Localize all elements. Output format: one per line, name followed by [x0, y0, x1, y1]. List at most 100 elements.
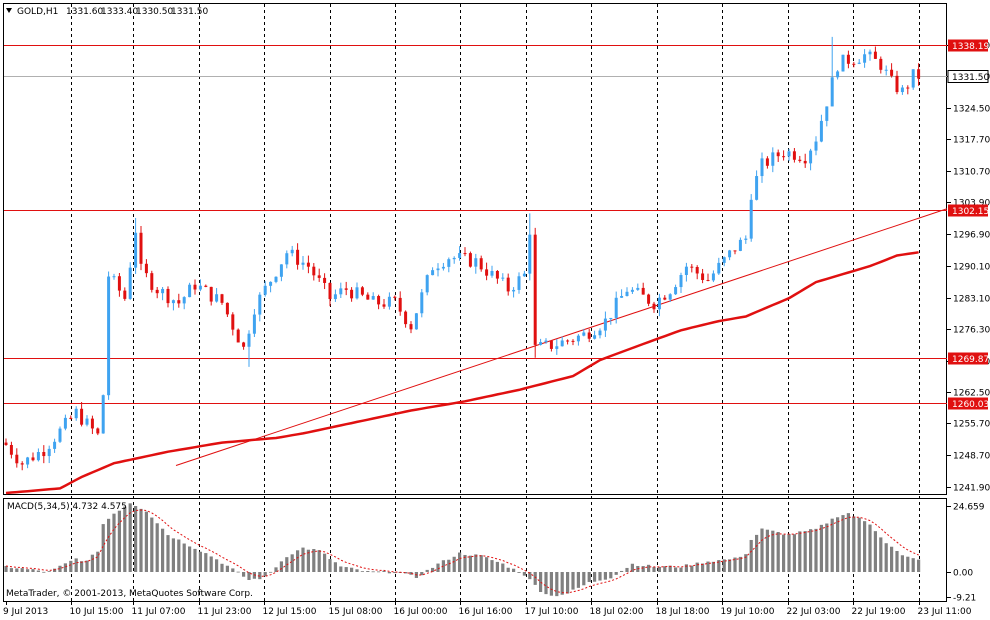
candle-body — [247, 333, 251, 347]
candle-body — [431, 270, 435, 276]
current-price-label: 1331.50 — [952, 73, 989, 83]
candle-body — [798, 159, 802, 161]
horizontal-levels — [4, 45, 947, 404]
candle-body — [614, 297, 618, 318]
candle-body — [744, 238, 748, 240]
macd-bar — [598, 572, 602, 581]
candle-body — [625, 291, 629, 296]
copyright: MetaTrader, © 2001-2013, MetaQuotes Soft… — [6, 589, 253, 599]
macd-bar — [641, 566, 645, 572]
moving-average-line — [5, 251, 919, 495]
macd-bar — [458, 552, 462, 572]
symbol-menu-icon[interactable] — [6, 8, 12, 13]
macd-bar — [269, 571, 273, 573]
candle-body — [182, 297, 186, 304]
macd-bar — [825, 523, 829, 572]
candle-body — [506, 277, 510, 292]
candle-body — [139, 232, 143, 264]
macd-bar — [231, 568, 235, 572]
macd-bar — [490, 560, 494, 572]
candle-body — [285, 253, 289, 265]
macd-bar — [436, 563, 440, 572]
candle-body — [171, 300, 175, 304]
candle-body — [252, 314, 256, 334]
candle-body — [587, 332, 591, 339]
macd-bar — [522, 572, 526, 576]
candle-body — [906, 87, 910, 89]
macd-bar — [506, 567, 510, 572]
macd-bar — [69, 560, 73, 572]
macd-bar — [717, 560, 721, 572]
macd-bar — [20, 568, 24, 572]
macd-bar — [42, 571, 46, 573]
candle-body — [90, 418, 94, 429]
candle-body — [787, 151, 791, 157]
macd-bar — [15, 568, 19, 572]
candle-body — [177, 300, 181, 304]
price-tick-label: 1296.90 — [953, 231, 990, 241]
macd-bar — [652, 567, 656, 572]
macd-bar — [452, 556, 456, 572]
macd-bar — [80, 561, 84, 572]
candle-body — [128, 267, 132, 299]
candle-body — [733, 250, 737, 252]
macd-bar — [193, 548, 197, 572]
candle-body — [690, 266, 694, 268]
candle-body — [728, 250, 732, 258]
macd-bar — [560, 572, 564, 595]
time-tick-label: 11 Jul 07:00 — [132, 607, 186, 617]
macd-bar — [728, 559, 732, 572]
candle-body — [647, 294, 651, 304]
candle-body — [350, 289, 354, 299]
macd-bar — [144, 511, 148, 572]
macd-bar — [792, 534, 796, 572]
macd-bar — [884, 543, 888, 572]
candle-body — [636, 287, 640, 290]
candle-body — [42, 452, 46, 457]
macd-bar — [128, 503, 132, 572]
macd-bar — [819, 524, 823, 572]
macd-bar — [290, 554, 294, 572]
candle-body — [809, 150, 813, 164]
candle-body — [393, 296, 397, 298]
candle-body — [274, 276, 278, 282]
macd-bar — [836, 517, 840, 572]
macd-bar — [814, 528, 818, 572]
candle-body — [333, 294, 337, 300]
trendline[interactable] — [175, 208, 948, 466]
macd-signal — [5, 509, 919, 594]
candle-body — [598, 330, 602, 336]
macd-bar — [587, 572, 591, 582]
candle-body — [9, 445, 13, 455]
level-label-bg — [948, 352, 988, 365]
candle-body — [782, 156, 786, 158]
candle-body — [317, 275, 321, 278]
macd-bar — [74, 558, 78, 572]
macd-bar — [463, 554, 467, 572]
price-tick-label: 1290.10 — [953, 263, 990, 273]
candle-body — [15, 454, 19, 464]
chart-symbol: GOLD,H1 — [17, 7, 58, 17]
macd-bar — [771, 530, 775, 572]
level-label-bg — [948, 397, 988, 410]
candle-body — [31, 457, 35, 461]
candle-body — [101, 395, 105, 434]
candle-body — [144, 263, 148, 274]
candle-body — [409, 324, 413, 330]
candle-body — [917, 69, 921, 79]
macd-bar — [204, 553, 208, 572]
candle-body — [490, 270, 494, 276]
macd-bar — [798, 531, 802, 572]
candle-body — [738, 239, 742, 251]
current-price-bg — [947, 70, 989, 83]
macd-bar — [539, 572, 543, 592]
candle-body — [436, 268, 440, 271]
time-tick-label: 11 Jul 23:00 — [198, 607, 252, 617]
macd-bar — [404, 572, 408, 574]
candle-body — [279, 264, 283, 277]
level-label: 1269.87 — [952, 355, 989, 365]
candle-body — [36, 452, 40, 461]
price-tick-label: 1248.70 — [953, 452, 990, 462]
candle-body — [150, 273, 154, 290]
